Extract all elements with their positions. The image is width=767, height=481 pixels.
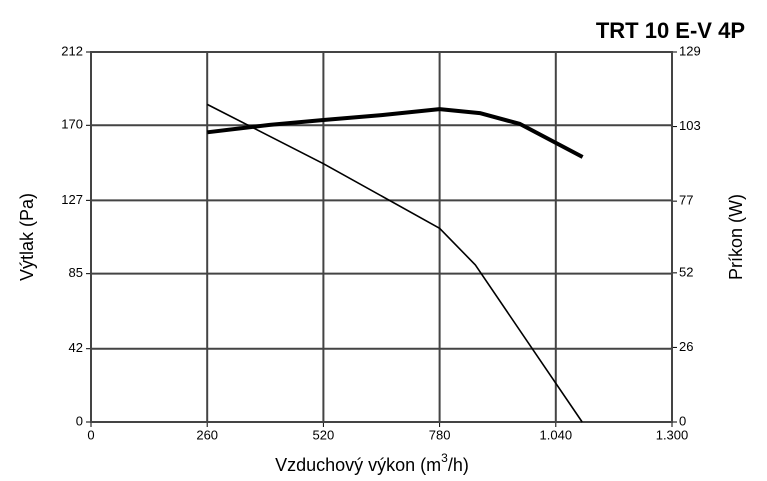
y2-tick-label: 129 [679, 43, 701, 58]
x-axis-label: Vzduchový výkon (m3/h) [275, 451, 469, 475]
y-tick-label: 85 [69, 265, 83, 280]
x-axis-label-tail: /h) [448, 455, 469, 475]
x-tick-label: 1.040 [540, 427, 573, 442]
x-tick-label: 260 [196, 427, 218, 442]
y2-tick-label: 0 [679, 413, 686, 428]
y-tick-label: 170 [61, 117, 83, 132]
y-tick-label: 127 [61, 192, 83, 207]
x-tick-label: 520 [313, 427, 335, 442]
x-tick-label: 0 [87, 427, 94, 442]
y-tick-label: 212 [61, 43, 83, 58]
x-axis-label-text: Vzduchový výkon (m [275, 455, 441, 475]
y2-tick-label: 103 [679, 118, 701, 133]
x-axis-label-sup: 3 [441, 451, 448, 465]
y-tick-label: 0 [76, 413, 83, 428]
series-line [206, 103, 583, 423]
chart-title: TRT 10 E-V 4P [596, 18, 745, 43]
y-tick-label: 42 [69, 340, 83, 355]
y-axis-label: Výtlak (Pa) [17, 193, 37, 281]
x-tick-label: 1.300 [656, 427, 689, 442]
y2-axis-label: Príkon (W) [726, 194, 746, 280]
y2-tick-label: 77 [679, 193, 693, 208]
y2-tick-label: 52 [679, 264, 693, 279]
y2-tick-label: 26 [679, 339, 693, 354]
plot-frame [90, 51, 673, 423]
series-line [206, 107, 584, 159]
x-tick-label: 780 [429, 427, 451, 442]
